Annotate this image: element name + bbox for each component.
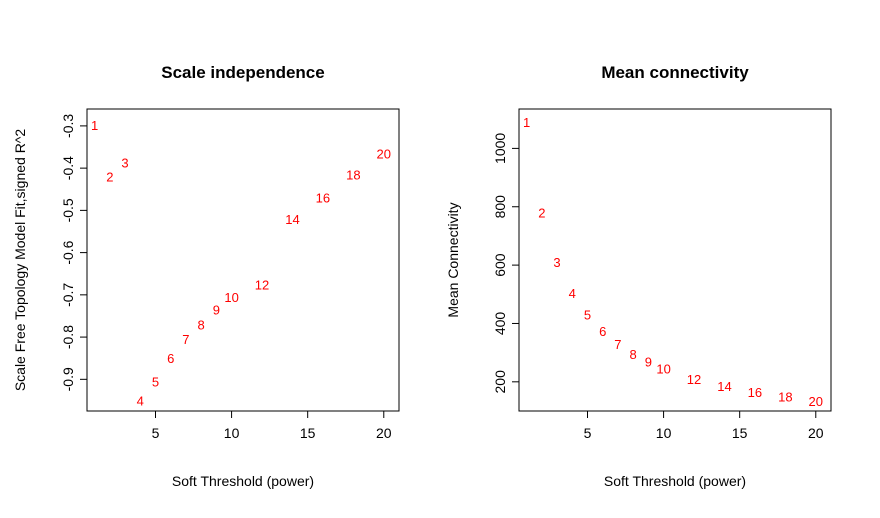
panel-2-data-point: 14 — [717, 379, 731, 394]
panel-2-data-point: 16 — [748, 385, 762, 400]
panel-2-x-tick-label: 20 — [808, 425, 824, 441]
panel-2-data-point: 6 — [599, 324, 606, 339]
panel-1-data-point: 9 — [213, 303, 220, 318]
panel-1-data-point: 1 — [91, 118, 98, 133]
panel-1-data-point: 2 — [106, 170, 113, 185]
panel-1-y-tick-label: -0.3 — [60, 114, 76, 138]
panel-1-plot-frame — [86, 108, 400, 412]
panel-1-data-point: 14 — [285, 212, 299, 227]
panel-1-chart-title: Scale independence — [161, 63, 324, 82]
panel-1-y-tick-label: -0.6 — [60, 240, 76, 264]
panel-2-data-point: 8 — [630, 347, 637, 362]
panel-1-x-tick-label: 10 — [224, 425, 240, 441]
panel-2-data-point: 4 — [569, 286, 576, 301]
panel-1-x-tick-label: 5 — [152, 425, 160, 441]
panel-1-y-tick-label: -0.9 — [60, 367, 76, 391]
panel-2-data-point: 9 — [645, 354, 652, 369]
panel-1-data-point: 18 — [346, 167, 360, 182]
panel-1-y-axis-label: Scale Free Topology Model Fit,signed R^2 — [12, 129, 28, 392]
panel-2-y-tick-label: 600 — [492, 253, 508, 277]
panel-2-data-point: 18 — [778, 389, 792, 404]
panel-2-y-tick-label: 400 — [492, 312, 508, 336]
panel-2-data-point: 12 — [687, 372, 701, 387]
panel-1-data-point: 20 — [377, 146, 391, 161]
panel-1-data-point: 8 — [198, 317, 205, 332]
panel-1-data-point: 7 — [182, 332, 189, 347]
panel-2-y-tick-label: 1000 — [492, 133, 508, 164]
panel-2-data-point: 2 — [538, 206, 545, 221]
panel-1-data-point: 12 — [255, 277, 269, 292]
panel-1-data-point: 3 — [121, 156, 128, 171]
panel-1-data-point: 16 — [316, 191, 330, 206]
panel-1-data-point: 5 — [152, 374, 159, 389]
panel-2-chart-title: Mean connectivity — [601, 63, 749, 82]
panel-1-y-tick-label: -0.5 — [60, 198, 76, 222]
panel-2-x-axis-label: Soft Threshold (power) — [604, 473, 746, 489]
panel-1-x-tick-label: 15 — [300, 425, 316, 441]
panel-1-y-tick-label: -0.4 — [60, 156, 76, 180]
panel-1-y-tick-label: -0.8 — [60, 325, 76, 349]
panel-2-y-tick-label: 800 — [492, 195, 508, 219]
panel-2-y-tick-label: 200 — [492, 370, 508, 394]
panel-2-data-point: 3 — [553, 255, 560, 270]
panel-1-data-point: 10 — [224, 290, 238, 305]
panel-2-y-axis-label: Mean Connectivity — [445, 202, 461, 317]
panel-2-data-point: 20 — [809, 394, 823, 409]
panel-2-data-point: 1 — [523, 115, 530, 130]
panel-1-data-point: 6 — [167, 351, 174, 366]
panel-1-x-tick-label: 20 — [376, 425, 392, 441]
panel-2-data-point: 5 — [584, 308, 591, 323]
panel-1-data-point: 4 — [137, 393, 144, 408]
panel-1-y-tick-label: -0.7 — [60, 283, 76, 307]
panel-1-x-axis-label: Soft Threshold (power) — [172, 473, 314, 489]
panel-2-data-point: 7 — [614, 337, 621, 352]
panel-2-x-tick-label: 10 — [656, 425, 672, 441]
panel-2-data-point: 10 — [656, 362, 670, 377]
panel-2-x-tick-label: 15 — [732, 425, 748, 441]
panel-2-plot-frame — [518, 108, 832, 412]
panel-2-x-tick-label: 5 — [584, 425, 592, 441]
